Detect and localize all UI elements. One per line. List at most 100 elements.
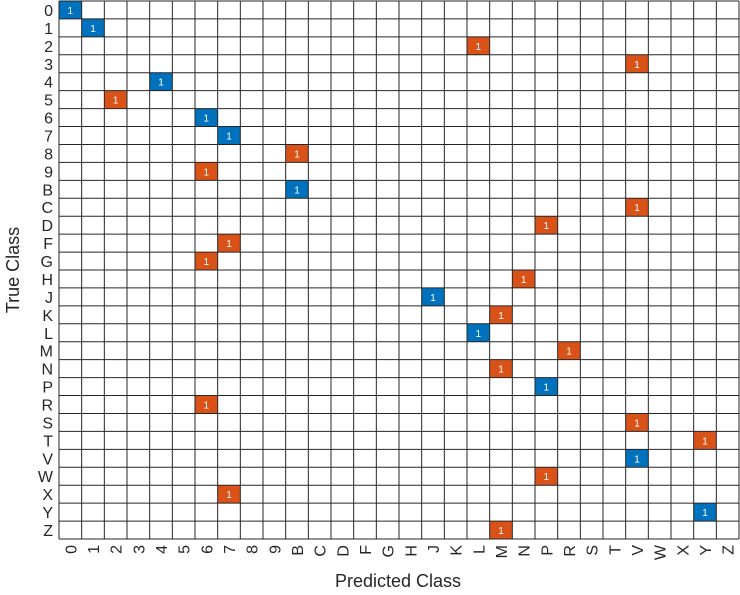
matrix-cell-0-0 [59,1,82,19]
cell-value-label: 1 [702,436,708,447]
x-tick-label: H [403,545,420,557]
x-tick-label: S [585,545,602,556]
matrix-cell-6-6 [195,108,218,127]
x-tick-label: 4 [154,545,171,554]
cell-value-label: 1 [544,472,550,483]
cell-value-label: 1 [68,6,74,17]
y-axis-label: True Class [3,227,23,313]
cell-value-label: 1 [634,418,640,429]
cell-value-label: 1 [521,275,527,286]
x-tick-label: W [653,544,670,560]
y-tick-label: X [42,487,53,504]
x-tick-label: 0 [63,545,80,554]
cell-value-label: 1 [204,167,210,178]
x-tick-label: G [381,545,398,557]
matrix-cell-J-J [421,287,445,306]
matrix-cells: 1 1 1 1 1 1 1 1 1 1 1 1 1 1 1 1 1 1 1 1 1 1 1 1 1 1 1 1 1 1 [59,1,717,539]
y-tick-label: G [41,254,53,271]
y-tick-label: W [38,469,54,486]
cell-value-label: 1 [498,365,504,376]
x-tick-label: Z [721,545,738,555]
matrix-cell-T-Y [693,431,717,450]
x-axis-label: Predicted Class [335,571,461,591]
matrix-cell-4-4 [149,72,173,91]
y-tick-label: J [45,290,53,307]
matrix-cell-2-L [467,36,490,55]
y-tick-label: C [41,200,53,217]
cell-value-label: 1 [294,185,300,196]
y-tick-label: M [40,344,53,361]
cell-value-label: 1 [430,293,436,304]
y-tick-label: 5 [44,93,53,110]
x-tick-label: 6 [199,545,216,554]
y-tick-label: Y [42,505,53,522]
y-tick-label: N [41,362,53,379]
matrix-cell-5-2 [104,90,127,109]
matrix-cell-B-B [285,180,309,199]
y-tick-label: S [42,415,53,432]
x-tick-label: R [562,545,579,557]
y-tick-label: Z [43,523,53,540]
cell-value-label: 1 [702,508,708,519]
x-tick-label: M [494,545,511,558]
matrix-cell-9-6 [195,162,218,181]
cell-value-label: 1 [113,96,119,107]
y-tick-label: H [41,272,53,289]
matrix-cell-7-7 [217,126,241,145]
x-tick-label: L [471,545,488,554]
cell-value-label: 1 [204,257,210,268]
matrix-cell-Z-M [489,521,513,539]
cell-value-label: 1 [226,239,232,250]
x-tick-label: 7 [222,545,239,554]
y-tick-label: B [42,182,53,199]
x-tick-label: 1 [86,545,103,554]
matrix-cell-F-7 [217,234,241,253]
x-tick-label: 9 [267,545,284,554]
x-tick-label: B [290,545,307,556]
y-tick-label: R [41,398,53,415]
cell-value-label: 1 [498,526,504,537]
x-tick-label: F [358,545,375,555]
y-tick-label: 4 [44,75,53,92]
y-tick-label: 2 [44,39,53,56]
cell-value-label: 1 [226,132,232,143]
cell-value-label: 1 [90,24,96,35]
x-tick-label: J [426,545,443,553]
matrix-cell-3-V [625,54,649,73]
x-tick-label: D [335,545,352,557]
matrix-cell-N-M [489,359,513,378]
x-tick-label: T [607,545,624,555]
y-tick-label: V [42,451,53,468]
matrix-cell-V-V [625,449,649,468]
cell-value-label: 1 [544,221,550,232]
y-tick-label: 7 [44,129,53,146]
x-tick-label: 2 [109,545,126,554]
y-tick-label: T [43,433,53,450]
cell-value-label: 1 [476,42,482,53]
y-tick-label: F [43,236,53,253]
x-tick-label: N [517,545,534,557]
x-tick-label: 8 [245,545,262,554]
x-tick-label: V [630,545,647,556]
x-tick-label: K [449,545,466,556]
matrix-cell-H-N [512,270,535,288]
cell-value-label: 1 [566,347,572,358]
x-tick-label: P [539,545,556,556]
matrix-cell-S-V [625,413,649,432]
x-tick-label: Y [698,545,715,556]
matrix-cell-P-P [535,377,558,396]
cell-value-label: 1 [226,490,232,501]
cell-value-label: 1 [294,149,300,160]
matrix-cell-8-B [285,144,309,163]
y-tick-label: 8 [44,146,53,163]
x-tick-label: 5 [177,545,194,554]
matrix-cell-L-L [467,323,490,342]
cell-value-label: 1 [158,78,164,89]
matrix-cell-K-M [489,305,513,324]
x-tick-label: X [675,545,692,556]
matrix-cell-W-P [535,467,558,486]
y-tick-label: 9 [44,164,53,181]
